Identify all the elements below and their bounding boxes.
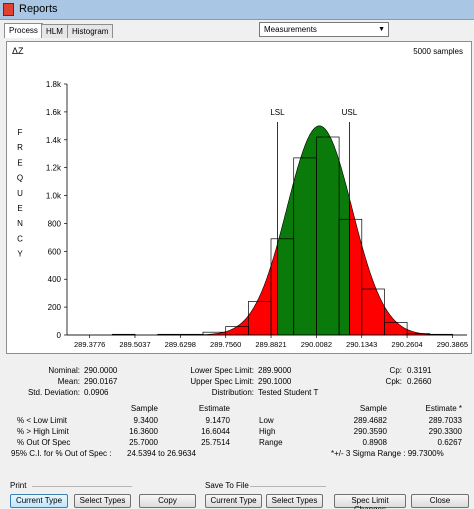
tab-process[interactable]: Process	[4, 23, 43, 38]
cpk-label: Cpk:	[385, 377, 402, 386]
print-group-label: Print	[10, 481, 27, 490]
y-tick-label: 400	[48, 275, 62, 284]
std-label: Std. Deviation:	[27, 388, 80, 397]
x-tick-label: 289.3776	[74, 340, 105, 349]
frequency-label-letter: Q	[17, 174, 23, 183]
cp-label: Cp:	[389, 366, 402, 375]
statistics-panel: Nominal: 290.0000 Mean: 290.0167 Std. De…	[0, 359, 474, 479]
frequency-label-letter: E	[17, 204, 22, 213]
y-tick-label: 1.2k	[46, 164, 62, 173]
estimate-header: Estimate	[198, 404, 230, 413]
distribution-label: Distribution:	[211, 388, 254, 397]
spec-limit-changes-button[interactable]: Spec Limit Changes	[334, 494, 406, 509]
frequency-label-letter: Y	[17, 250, 23, 259]
cp-value: 0.3191	[407, 366, 432, 375]
save-current-type-button[interactable]: Current Type	[205, 494, 262, 508]
high-label: High	[259, 427, 276, 436]
range-sample: 0.8908	[362, 438, 387, 447]
y-tick-label: 200	[48, 303, 62, 312]
frequency-label-letter: E	[17, 158, 22, 167]
usl-label: Upper Spec Limit:	[190, 377, 254, 386]
measurement-select[interactable]: Measurements ▼	[259, 22, 389, 37]
nominal-value: 290.0000	[84, 366, 118, 375]
mean-label: Mean:	[57, 377, 80, 386]
below-limit-estimate: 9.1470	[205, 416, 230, 425]
x-tick-label: 289.8821	[255, 340, 286, 349]
y-tick-label: 0	[57, 331, 62, 340]
sigma-range-note: *+/- 3 Sigma Range : 99.7300%	[331, 449, 444, 458]
x-tick-label: 290.1343	[346, 340, 377, 349]
frequency-label-letter: U	[17, 189, 23, 198]
range-label: Range	[259, 438, 283, 447]
in-spec-area	[277, 125, 350, 335]
y-tick-label: 1.8k	[46, 80, 62, 89]
lsl-label: Lower Spec Limit:	[190, 366, 254, 375]
y-tick-label: 1.0k	[46, 192, 62, 201]
nominal-label: Nominal:	[48, 366, 80, 375]
low-estimate: 289.7033	[428, 416, 462, 425]
title-bar: Reports	[0, 0, 474, 20]
confidence-interval-label: 95% C.I. for % Out of Spec :	[11, 449, 112, 458]
copy-button[interactable]: Copy	[139, 494, 196, 508]
x-tick-label: 289.7560	[210, 340, 241, 349]
cpk-value: 0.2660	[407, 377, 432, 386]
usl-value: 290.1000	[258, 377, 292, 386]
x-tick-label: 290.2604	[391, 340, 422, 349]
below-limit-sample: 9.3400	[133, 416, 158, 425]
frequency-label-letter: R	[17, 143, 23, 152]
out-of-spec-low-area	[67, 243, 278, 335]
histogram-chart: LSL USL 0 200 400 600 800 1.0k 1.2k 1.4k 1.6k 1.8k 2…	[17, 80, 468, 349]
print-select-types-button[interactable]: Select Types	[74, 494, 131, 508]
y-tick-label: 1.6k	[46, 108, 62, 117]
app-icon	[3, 3, 14, 16]
sample-count: 5000 samples	[413, 47, 463, 56]
y-tick-label: 1.4k	[46, 136, 62, 145]
lsl-value: 289.9000	[258, 366, 292, 375]
out-of-spec-sample: 25.7000	[129, 438, 158, 447]
below-limit-label: % < Low Limit	[17, 416, 68, 425]
low-label: Low	[259, 416, 274, 425]
tab-hlm[interactable]: HLM	[41, 24, 68, 38]
range-sample-header: Sample	[359, 404, 387, 413]
save-group-divider	[250, 486, 326, 487]
out-of-spec-estimate: 25.7514	[201, 438, 230, 447]
frequency-label-letter: N	[17, 219, 23, 228]
lsl-label: LSL	[270, 108, 285, 117]
high-sample: 290.3590	[353, 427, 387, 436]
frequency-label-letter: F	[18, 128, 23, 137]
print-current-type-button[interactable]: Current Type	[10, 494, 68, 508]
frequency-label-letter: C	[17, 234, 23, 243]
high-estimate: 290.3300	[428, 427, 462, 436]
range-estimate-header: Estimate *	[425, 404, 462, 413]
out-of-spec-high-area	[349, 197, 467, 335]
save-select-types-button[interactable]: Select Types	[266, 494, 323, 508]
range-estimate: 0.6267	[437, 438, 462, 447]
out-of-spec-label: % Out Of Spec	[17, 438, 71, 447]
mean-value: 290.0167	[84, 377, 118, 386]
chevron-down-icon: ▼	[378, 26, 385, 33]
above-limit-estimate: 16.6044	[201, 427, 230, 436]
x-tick-label: 290.3865	[437, 340, 468, 349]
tab-histogram[interactable]: Histogram	[67, 24, 114, 38]
print-group-divider	[32, 486, 132, 487]
std-value: 0.0906	[84, 388, 109, 397]
above-limit-label: % > High Limit	[17, 427, 69, 436]
x-tick-label: 289.5037	[119, 340, 150, 349]
y-tick-label: 600	[48, 247, 62, 256]
usl-label: USL	[342, 108, 358, 117]
save-group-label: Save To File	[205, 481, 249, 490]
window-title: Reports	[19, 3, 58, 15]
x-tick-label: 290.0082	[301, 340, 332, 349]
above-limit-sample: 16.3600	[129, 427, 158, 436]
distribution-value: Tested Student T	[258, 388, 319, 397]
low-sample: 289.4682	[353, 416, 387, 425]
measurement-select-value: Measurements	[264, 25, 317, 34]
sample-header: Sample	[130, 404, 158, 413]
x-tick-label: 289.6298	[165, 340, 196, 349]
delta-z-label: ΔZ	[12, 46, 24, 56]
confidence-interval-value: 24.5394 to 26.9634	[127, 449, 196, 458]
histogram-panel: ΔZ 5000 samples LSL USL 0 200 400 600 800 1.0k 1…	[6, 41, 472, 354]
close-button[interactable]: Close	[411, 494, 469, 508]
y-tick-label: 800	[48, 219, 62, 228]
